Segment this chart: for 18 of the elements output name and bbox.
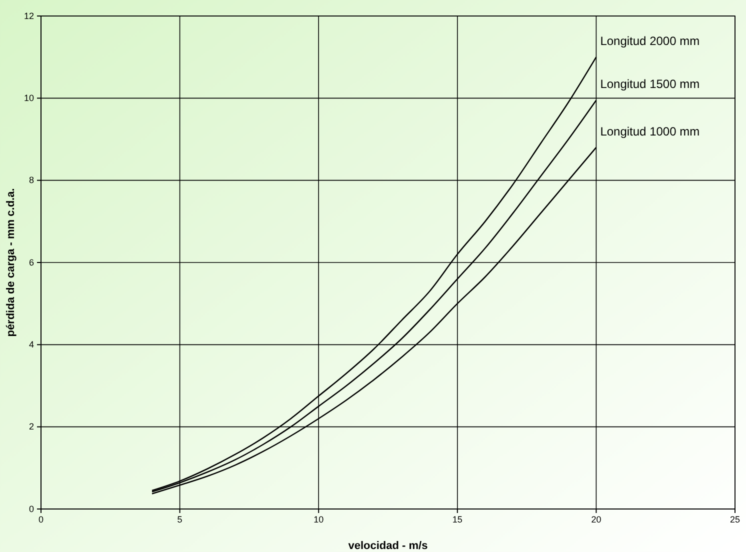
y-tick-label: 6 [28, 257, 34, 268]
x-tick-label: 10 [314, 514, 324, 524]
y-tick-label: 10 [24, 93, 34, 104]
x-tick-label: 0 [38, 514, 44, 524]
x-tick-label: 20 [591, 514, 602, 524]
y-tick-label: 0 [28, 504, 34, 514]
y-tick-label: 12 [24, 10, 34, 21]
series-label: Longitud 1000 mm [600, 124, 700, 138]
y-tick-label: 2 [28, 422, 34, 432]
x-tick-label: 25 [730, 514, 740, 524]
y-tick-label: 8 [28, 175, 34, 186]
y-tick-label: 4 [28, 340, 34, 350]
x-tick-label: 5 [177, 514, 182, 524]
series-label: Longitud 1500 mm [600, 77, 700, 92]
x-tick-label: 15 [452, 514, 462, 524]
y-axis-title: pérdida de carga - mm c.d.a. [5, 188, 17, 337]
series-label: Longitud 2000 mm [600, 34, 700, 48]
x-axis-title: velocidad - m/s [348, 540, 428, 552]
